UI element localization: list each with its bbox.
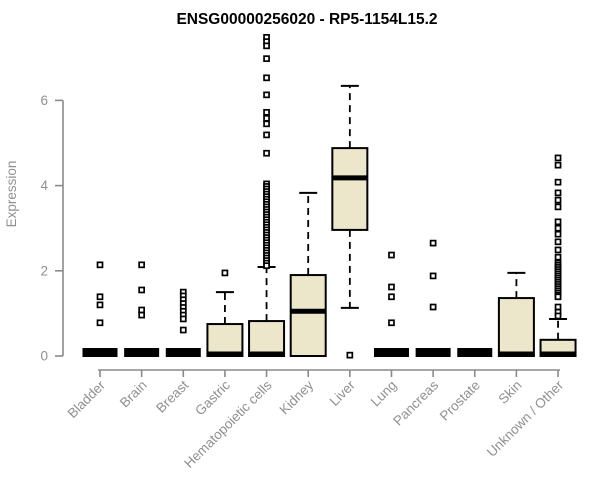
collapsed-box-bar <box>82 348 118 357</box>
iqr-box <box>289 274 327 357</box>
y-tick-label: 6 <box>40 93 48 108</box>
outlier-point <box>263 42 270 50</box>
outlier-point <box>263 131 270 139</box>
outlier-point <box>96 301 104 309</box>
outlier-point <box>554 246 562 254</box>
outlier-point <box>554 253 562 261</box>
x-tick-label-breast: Breast <box>153 377 191 415</box>
outlier-point <box>263 262 270 270</box>
box-kidney <box>289 191 327 357</box>
outlier-point <box>429 239 437 247</box>
iqr-box <box>331 147 369 231</box>
iqr-box <box>248 320 286 357</box>
outlier-point <box>388 283 395 291</box>
collapsed-box-bar <box>124 348 160 357</box>
outlier-point <box>429 272 437 280</box>
outlier-point <box>554 293 562 301</box>
box-bladder <box>82 261 118 357</box>
collapsed-box-bar <box>415 348 451 357</box>
outlier-point <box>179 326 187 334</box>
outlier-point <box>263 55 270 63</box>
outlier-point <box>388 293 395 301</box>
collapsed-box-bar <box>165 348 201 357</box>
box-lung <box>373 251 409 357</box>
box-breast <box>165 288 201 357</box>
outlier-point <box>263 120 270 128</box>
outlier-point <box>554 178 562 186</box>
y-tick-label: 2 <box>40 263 48 278</box>
x-tick-label-pancreas: Pancreas <box>390 377 441 428</box>
outlier-point <box>554 303 562 311</box>
y-tick-label: 0 <box>40 349 48 364</box>
outlier-point <box>554 203 562 211</box>
outlier-point <box>138 311 145 319</box>
box-unknown-other <box>539 154 577 358</box>
outlier-point <box>554 196 562 204</box>
x-tick-label-skin: Skin <box>495 378 524 407</box>
outlier-point <box>96 319 104 327</box>
box-prostate <box>457 348 493 357</box>
outlier-point <box>554 189 562 197</box>
box-brain <box>124 261 160 357</box>
outlier-point <box>388 251 395 259</box>
x-tick-label-lung: Lung <box>368 378 400 410</box>
y-tick-label: 4 <box>40 178 48 193</box>
iqr-box <box>206 323 244 357</box>
outlier-point <box>554 230 562 238</box>
outlier-point <box>263 74 270 82</box>
outlier-point <box>96 261 104 269</box>
x-tick-label-gastric: Gastric <box>192 377 233 418</box>
box-pancreas <box>415 239 451 357</box>
outlier-point <box>221 269 229 277</box>
outlier-point <box>388 319 395 327</box>
outlier-point <box>554 238 562 246</box>
outlier-point <box>554 218 562 226</box>
box-hematopoietic-cells <box>248 34 286 357</box>
y-axis-label: Expression <box>4 161 19 228</box>
box-gastric <box>206 269 244 357</box>
outlier-point <box>263 114 270 122</box>
outlier-point <box>346 351 354 359</box>
outlier-point <box>179 315 187 323</box>
x-tick-label-unknown-other: Unknown / Other <box>484 377 567 460</box>
box-skin <box>497 271 535 357</box>
x-tick-label-liver: Liver <box>327 377 359 409</box>
outlier-point <box>138 261 145 269</box>
outlier-point <box>554 312 562 320</box>
outlier-point <box>554 154 562 162</box>
collapsed-box-bar <box>457 348 493 357</box>
outlier-point <box>263 149 270 157</box>
outlier-point <box>554 224 562 232</box>
outlier-point <box>138 286 145 294</box>
collapsed-box-bar <box>373 348 409 357</box>
x-tick-label-kidney: Kidney <box>277 377 317 417</box>
outlier-point <box>138 306 145 314</box>
outlier-point <box>263 91 270 99</box>
x-tick-label-prostate: Prostate <box>437 378 483 424</box>
outlier-point <box>554 161 562 169</box>
iqr-box <box>497 297 535 357</box>
outlier-point <box>96 293 104 301</box>
x-tick-label-brain: Brain <box>117 378 150 411</box>
box-liver <box>331 84 369 359</box>
chart-title: ENSG00000256020 - RP5-1154L15.2 <box>176 11 437 28</box>
outlier-point <box>429 303 437 311</box>
x-tick-label-bladder: Bladder <box>65 377 109 421</box>
outlier-point <box>263 108 270 116</box>
